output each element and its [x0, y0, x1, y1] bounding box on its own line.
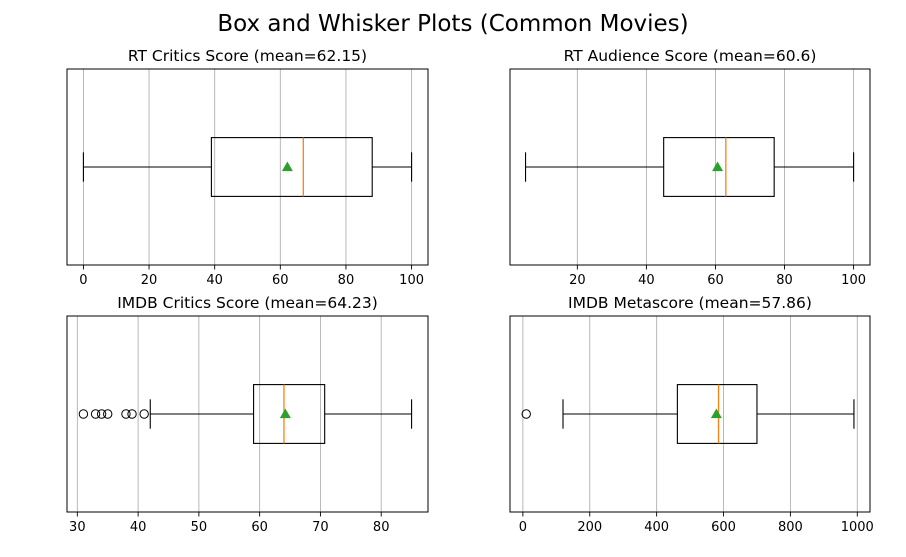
box-iqr	[663, 137, 775, 197]
mean-marker	[279, 408, 291, 419]
x-tick-label: 70	[312, 520, 329, 535]
axes-frame	[66, 315, 429, 513]
subplot-4: IMDB Metascore (mean=57.86) 0 200 400 600 800…	[509, 294, 874, 535]
box-iqr	[676, 384, 758, 444]
x-tick-label: 20	[141, 273, 158, 288]
x-tick-label: 40	[130, 520, 147, 535]
x-tick-label: 50	[191, 520, 208, 535]
figure-title: Box and Whisker Plots (Common Movies)	[217, 11, 688, 37]
axes-frame	[66, 68, 429, 266]
x-tick-label: 60	[251, 520, 268, 535]
outlier-point	[96, 409, 107, 419]
axes-frame	[509, 315, 871, 513]
subplot-title: IMDB Critics Score (mean=64.23)	[117, 294, 378, 312]
x-tick-label: 100	[399, 273, 424, 288]
x-tick-label: 600	[711, 520, 736, 535]
x-tick-label: 40	[206, 273, 223, 288]
x-tick-label: 0	[79, 273, 87, 288]
mean-marker	[712, 161, 724, 172]
x-tick-label: 1000	[841, 520, 874, 535]
x-tick-label: 80	[373, 520, 390, 535]
x-tick-label: 30	[69, 520, 86, 535]
mean-marker	[281, 161, 293, 172]
outlier-point	[121, 409, 131, 419]
subplot-1: RT Critics Score (mean=62.15) 0 20 40 60 80 10…	[66, 47, 429, 288]
subplot-title: IMDB Metascore (mean=57.86)	[568, 294, 812, 312]
box-iqr	[253, 384, 326, 444]
x-tick-label: 80	[776, 273, 793, 288]
outlier-point	[139, 409, 149, 419]
x-tick-label: 800	[778, 520, 803, 535]
x-tick-label: 0	[519, 520, 527, 535]
subplots: RT Critics Score (mean=62.15) 0 20 40 60 80 10…	[66, 47, 874, 535]
x-tick-label: 40	[638, 273, 655, 288]
x-tick-label: 60	[272, 273, 289, 288]
x-tick-label: 20	[569, 273, 586, 288]
subplot-title: RT Critics Score (mean=62.15)	[128, 47, 367, 65]
subplot-2: RT Audience Score (mean=60.6) 20 40 60 80 100	[509, 47, 871, 288]
outlier-point	[78, 409, 89, 419]
subplot-3: IMDB Critics Score (mean=64.23) 30 40 50 60 7…	[66, 294, 429, 535]
outlier-point	[521, 409, 531, 419]
axes-frame	[509, 68, 871, 266]
subplot-title: RT Audience Score (mean=60.6)	[564, 47, 817, 65]
x-tick-label: 400	[644, 520, 669, 535]
box-iqr	[210, 137, 373, 197]
x-tick-label: 80	[338, 273, 355, 288]
x-tick-label: 200	[577, 520, 602, 535]
outlier-point	[103, 409, 113, 419]
mean-marker	[710, 408, 722, 419]
outlier-point	[127, 409, 137, 419]
x-tick-label: 60	[707, 273, 724, 288]
outlier-point	[90, 409, 101, 419]
x-tick-label: 100	[841, 273, 866, 288]
